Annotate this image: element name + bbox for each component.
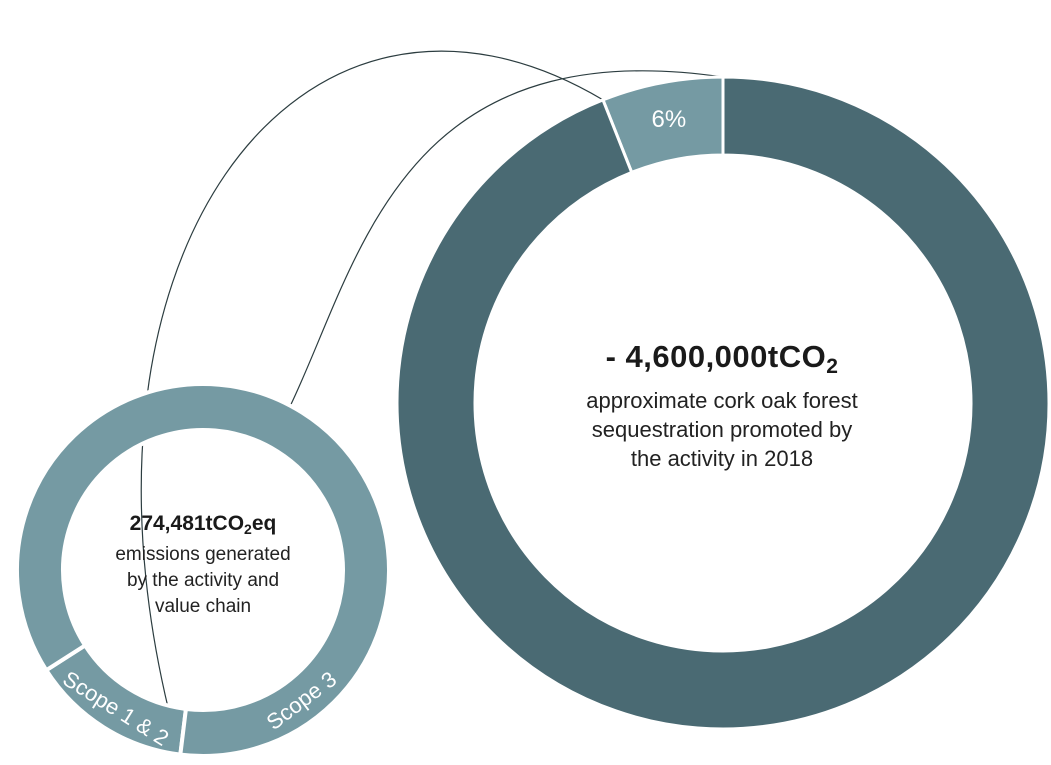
- sequestration-value: - 4,600,000tCO2: [605, 339, 839, 378]
- emissions-center-label: 274,481tCO2eq emissions generated by the…: [63, 511, 343, 620]
- emissions-caption-line-2: by the activity and: [126, 570, 280, 591]
- emissions-slice-scope-3: [15, 382, 391, 758]
- sequestration-slice-label-1: 6%: [652, 106, 687, 133]
- emissions-value: 274,481tCO2eq: [129, 512, 277, 537]
- sequestration-center-label: - 4,600,000tCO2 approximate cork oak for…: [512, 338, 932, 473]
- connector-lines: [140, 50, 724, 755]
- emissions-caption-line-1: emissions generated: [115, 544, 291, 565]
- connector-line-outer: [140, 50, 604, 755]
- connector-line-inner: [289, 70, 724, 407]
- sequestration-slice-2: [395, 75, 1051, 731]
- sequestration-donut: 6%: [395, 75, 1051, 731]
- sequestration-caption-line-2: sequestration promoted by: [591, 417, 853, 442]
- sequestration-caption-line-1: approximate cork oak forest: [586, 388, 858, 413]
- emissions-caption-line-3: value chain: [154, 596, 252, 617]
- sequestration-caption-line-3: the activity in 2018: [630, 446, 814, 471]
